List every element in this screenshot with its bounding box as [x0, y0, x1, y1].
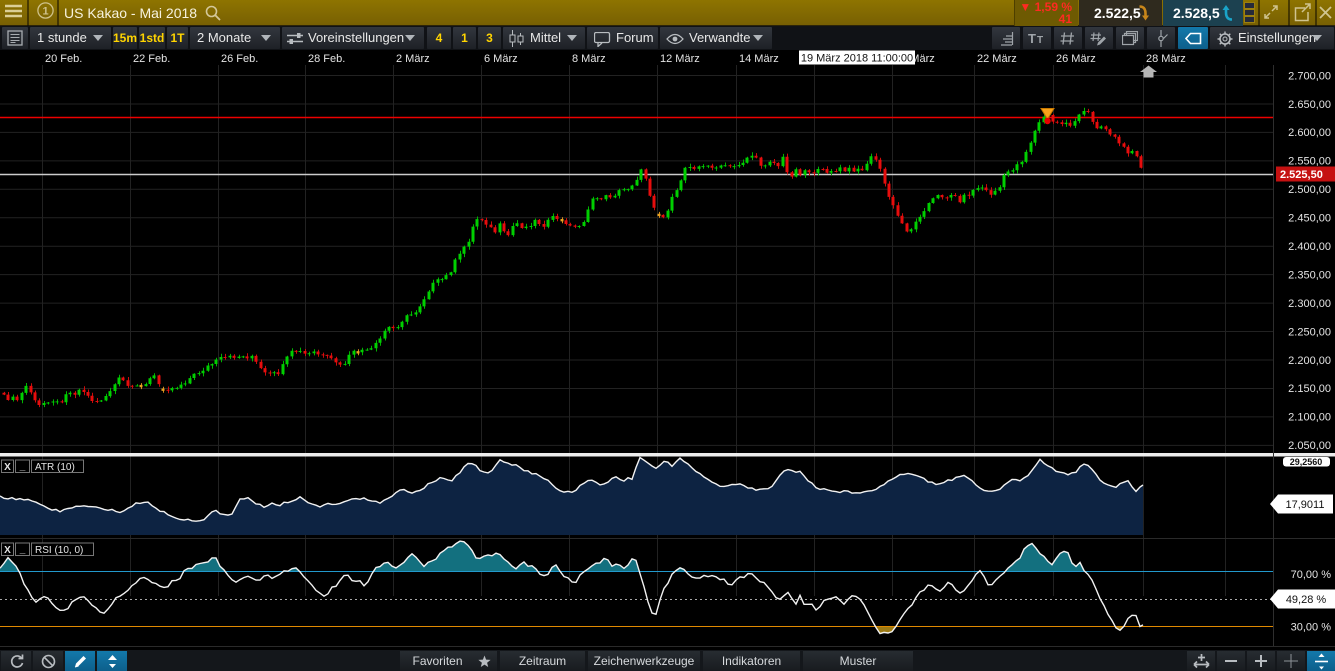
svg-text:T: T — [1037, 35, 1043, 46]
svg-text:2.150,00: 2.150,00 — [1288, 383, 1331, 395]
svg-text:17,9011: 17,9011 — [1286, 499, 1325, 511]
svg-text:30,00 %: 30,00 % — [1291, 622, 1332, 634]
svg-text:ATR (10): ATR (10) — [35, 462, 75, 473]
svg-text:2.450,00: 2.450,00 — [1288, 213, 1331, 225]
svg-text:22 März: 22 März — [977, 53, 1017, 65]
svg-text:19 März 2018 11:00:00: 19 März 2018 11:00:00 — [801, 53, 913, 65]
svg-text:49,28 %: 49,28 % — [1286, 594, 1327, 606]
svg-text:2.350,00: 2.350,00 — [1288, 270, 1331, 282]
svg-text:14 März: 14 März — [739, 53, 779, 65]
svg-text:2.100,00: 2.100,00 — [1288, 412, 1331, 424]
svg-text:1: 1 — [42, 6, 48, 18]
svg-text:20 Feb.: 20 Feb. — [45, 53, 82, 65]
svg-text:70,00 %: 70,00 % — [1291, 569, 1332, 581]
svg-text:2.250,00: 2.250,00 — [1288, 326, 1331, 338]
svg-text:6 März: 6 März — [484, 53, 518, 65]
svg-text:12 März: 12 März — [660, 53, 700, 65]
svg-text:29,2560: 29,2560 — [1290, 457, 1323, 467]
svg-text:2.300,00: 2.300,00 — [1288, 298, 1331, 310]
svg-text:RSI (10, 0): RSI (10, 0) — [35, 545, 83, 556]
svg-text:2 März: 2 März — [396, 53, 430, 65]
svg-text:8 März: 8 März — [572, 53, 606, 65]
svg-text:2.400,00: 2.400,00 — [1288, 241, 1331, 253]
svg-text:22 Feb.: 22 Feb. — [133, 53, 170, 65]
svg-text:2.500,00: 2.500,00 — [1288, 184, 1331, 196]
svg-text:28 März: 28 März — [1146, 53, 1186, 65]
svg-text:2.200,00: 2.200,00 — [1288, 355, 1331, 367]
svg-text:26 März: 26 März — [1056, 53, 1096, 65]
svg-text:X: X — [4, 545, 11, 556]
svg-text:_: _ — [19, 544, 26, 555]
svg-text:2.650,00: 2.650,00 — [1288, 99, 1331, 111]
svg-text:X: X — [4, 462, 11, 473]
svg-text:2.525,50: 2.525,50 — [1280, 169, 1323, 181]
svg-text:26 Feb.: 26 Feb. — [221, 53, 258, 65]
svg-text:2.550,00: 2.550,00 — [1288, 156, 1331, 168]
svg-text:T: T — [1028, 31, 1036, 46]
svg-text:2.050,00: 2.050,00 — [1288, 440, 1331, 452]
svg-text:_: _ — [19, 461, 26, 472]
svg-text:2.600,00: 2.600,00 — [1288, 127, 1331, 139]
svg-text:2.700,00: 2.700,00 — [1288, 70, 1331, 82]
svg-text:28 Feb.: 28 Feb. — [308, 53, 345, 65]
